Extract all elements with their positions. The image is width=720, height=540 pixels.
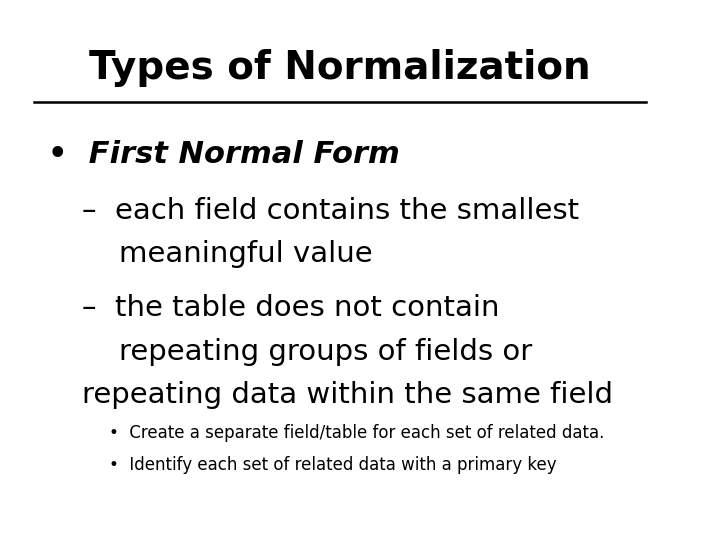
Text: Types of Normalization: Types of Normalization <box>89 49 591 86</box>
Text: meaningful value: meaningful value <box>81 240 372 268</box>
Text: •  Identify each set of related data with a primary key: • Identify each set of related data with… <box>109 456 557 474</box>
Text: –  the table does not contain: – the table does not contain <box>81 294 499 322</box>
Text: repeating groups of fields or: repeating groups of fields or <box>81 338 532 366</box>
Text: repeating data within the same field: repeating data within the same field <box>81 381 613 409</box>
Text: •  First Normal Form: • First Normal Form <box>48 140 400 170</box>
Text: •  Create a separate field/table for each set of related data.: • Create a separate field/table for each… <box>109 424 604 442</box>
Text: –  each field contains the smallest: – each field contains the smallest <box>81 197 579 225</box>
